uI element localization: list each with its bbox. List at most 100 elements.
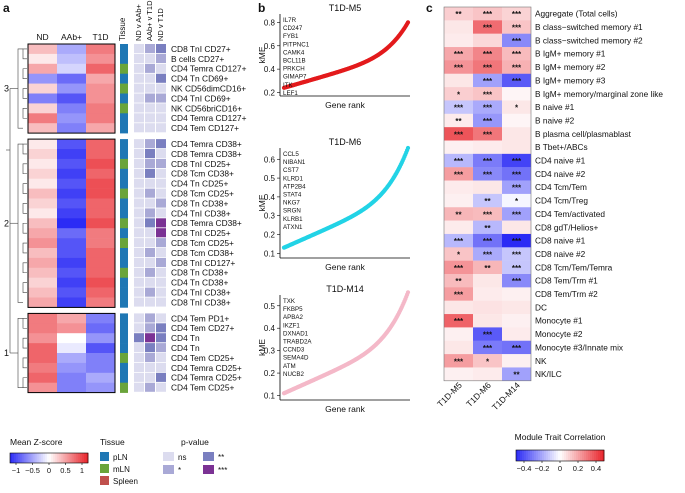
kme-gene-label: NUCB2 (283, 371, 305, 378)
colorbar-swatch (548, 450, 551, 461)
pvalue-cell (134, 198, 144, 208)
zscore-cell (28, 139, 57, 150)
zscore-cell (86, 362, 115, 374)
correlation-cell (473, 247, 502, 261)
zscore-cell (86, 333, 115, 344)
pvalue-cell (134, 63, 144, 73)
kme-y-label: kME (257, 339, 267, 356)
significance-label: *** (483, 210, 493, 219)
zscore-legend-swatch (62, 453, 65, 463)
pvalue-cell (145, 158, 155, 168)
zscore-cell (86, 168, 115, 179)
pvalue-cell (134, 238, 144, 248)
zscore-cell (57, 323, 86, 334)
correlation-cell (473, 340, 502, 355)
correlation-cell (473, 47, 502, 61)
correlation-cell (444, 340, 473, 355)
correlation-cell (502, 113, 531, 128)
zscore-legend-swatch (82, 453, 85, 463)
panel-c-module-trait-heatmap: ** *** *** Aggregate (Total cells)*** *** B c… (435, 6, 663, 473)
trait-label: B IgM+ memory #3 (535, 75, 606, 85)
row-label: CD4 Tn (171, 343, 200, 353)
zscore-cell (86, 188, 115, 199)
significance-label: *** (512, 277, 522, 286)
significance-label: * (515, 197, 519, 206)
pvalue-cell (145, 382, 155, 392)
kme-gene-label: ITK (283, 82, 293, 89)
pvalue-cell (156, 382, 166, 392)
row-label: CD8 Tn CD38+ (171, 268, 228, 278)
row-label: CD8 TnI CD25+ (171, 159, 231, 169)
pvalue-cell (134, 218, 144, 228)
row-label: CD8 TnI CD25+ (171, 228, 231, 238)
kme-y-tick-label: 0.4 (264, 324, 276, 333)
pvalue-cell (156, 333, 166, 343)
pvalue-cell (145, 103, 155, 113)
colorbar-swatch (576, 450, 579, 461)
row-label: CD8 TnI CD38+ (171, 297, 231, 307)
colorbar-swatch (560, 450, 563, 461)
colorbar-swatch (602, 450, 605, 461)
colorbar-swatch (568, 450, 571, 461)
correlation-cell (473, 140, 502, 155)
pvalue-cell (134, 208, 144, 218)
significance-label: ** (455, 10, 462, 19)
pvalue-cell (145, 372, 155, 382)
zscore-cell (28, 53, 57, 65)
zscore-cell (86, 158, 115, 170)
significance-label: *** (483, 64, 493, 73)
zscore-legend-swatch (49, 453, 52, 463)
zscore-legend-swatch (47, 453, 50, 463)
zscore-legend-swatch (80, 453, 83, 463)
kme-plot-title: T1D-M5 (329, 3, 362, 13)
zscore-cell (28, 333, 57, 344)
row-label: CD4 Tem CD127+ (171, 123, 239, 133)
kme-gene-label: FKBP5 (283, 306, 303, 313)
zscore-cell (86, 228, 115, 239)
kme-y-tick-label: 0.6 (264, 42, 276, 51)
tissue-cell (120, 238, 128, 249)
zscore-cell (86, 53, 115, 65)
tissue-cell (120, 343, 128, 354)
row-label: CD4 Temra CD127+ (171, 64, 247, 74)
pvalue-cell (156, 257, 166, 267)
kme-gene-label: STAT4 (283, 192, 302, 199)
zscore-cell (86, 93, 115, 104)
dendrogram-branch (22, 357, 27, 369)
module-column-label: T1D-M5 (435, 380, 464, 409)
zscore-cell (86, 149, 115, 160)
significance-label: *** (454, 104, 464, 113)
kme-x-label: Gene rank (325, 262, 365, 272)
kme-gene-label: PRKCH (283, 66, 305, 73)
zscore-cell (86, 208, 115, 219)
tissue-cell (120, 83, 128, 94)
zscore-legend-swatch (39, 453, 42, 463)
zscore-legend-swatch (33, 453, 36, 463)
zscore-legend-swatch (60, 453, 64, 463)
row-label: CD4 Temra CD25+ (171, 373, 242, 383)
kme-y-tick-label: 0.2 (264, 88, 276, 97)
significance-label: ** (455, 277, 462, 286)
tissue-cell (120, 382, 128, 393)
panel-label-a: a (3, 1, 10, 15)
correlation-cell (444, 233, 473, 248)
zscore-cell (28, 44, 57, 55)
kme-gene-label: GIMAP7 (283, 74, 307, 81)
dendrogram-branch (22, 377, 27, 388)
zscore-legend-swatch (27, 453, 30, 463)
correlation-cell (502, 140, 531, 155)
correlation-cell (473, 60, 502, 74)
correlation-cell (502, 247, 531, 261)
correlation-cell (444, 153, 473, 168)
kme-gene-label: CCND3 (283, 347, 305, 354)
zscore-cell (57, 73, 86, 84)
kme-point (405, 145, 411, 151)
row-label: CD4 Tem CD25+ (171, 353, 234, 363)
kme-y-tick-label: 0.8 (264, 18, 276, 27)
correlation-cell (473, 314, 502, 328)
correlation-cell (444, 193, 473, 208)
colorbar-swatch (566, 450, 569, 461)
pvalue-cell (156, 297, 166, 307)
